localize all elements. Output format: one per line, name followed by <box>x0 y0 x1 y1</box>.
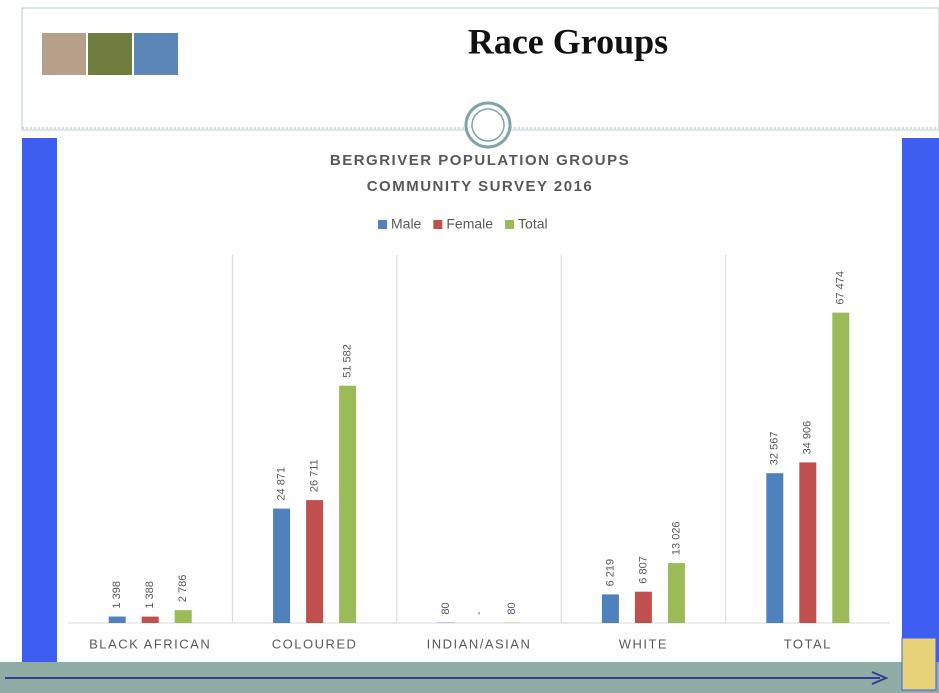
x-tick-label: TOTAL <box>784 636 832 651</box>
bar <box>634 591 652 623</box>
photo <box>88 33 132 75</box>
bar <box>339 385 357 623</box>
value-label: 80 <box>440 602 452 614</box>
value-label: 67 474 <box>835 271 847 305</box>
legend-label: Female <box>446 216 493 232</box>
bar <box>799 462 817 623</box>
bar <box>306 500 324 623</box>
legend-label: Male <box>391 216 422 232</box>
value-label: 6 219 <box>604 559 616 587</box>
value-label: - <box>473 611 485 615</box>
value-label: 13 026 <box>670 521 682 555</box>
x-tick-label: COLOURED <box>272 636 358 651</box>
value-label: 51 582 <box>342 344 354 378</box>
bar <box>141 616 159 623</box>
footer-arrow-head <box>871 671 889 685</box>
ornament <box>471 108 505 142</box>
bar <box>832 312 850 623</box>
chart-panel <box>57 138 902 662</box>
legend-swatch <box>433 220 443 229</box>
bar <box>273 508 291 623</box>
legend-label: Total <box>518 216 548 232</box>
chart-subtitle: COMMUNITY SURVEY 2016 <box>367 178 594 195</box>
x-tick-label: BLACK AFRICAN <box>89 636 211 651</box>
logo <box>901 637 937 691</box>
legend-swatch <box>378 220 387 229</box>
bar <box>108 616 126 623</box>
bar <box>601 594 619 623</box>
photo <box>134 33 178 75</box>
value-label: 32 567 <box>769 432 781 466</box>
bar <box>766 473 784 623</box>
value-label: 1 388 <box>144 581 156 609</box>
value-label: 1 398 <box>111 581 123 609</box>
value-label: 34 906 <box>802 421 814 455</box>
value-label: 6 807 <box>637 556 649 584</box>
slide-title: Race Groups <box>468 21 668 61</box>
value-label: 2 786 <box>177 575 189 603</box>
chart-title: BERGRIVER POPULATION GROUPS <box>330 152 630 169</box>
value-label: 26 711 <box>309 459 321 492</box>
value-label: 80 <box>506 602 518 614</box>
value-label: 24 871 <box>276 467 288 501</box>
bar <box>667 563 685 623</box>
x-tick-label: WHITE <box>619 636 668 651</box>
legend-swatch <box>505 220 515 229</box>
bar <box>174 610 192 623</box>
photo <box>42 33 86 75</box>
x-tick-label: INDIAN/ASIAN <box>427 636 532 651</box>
